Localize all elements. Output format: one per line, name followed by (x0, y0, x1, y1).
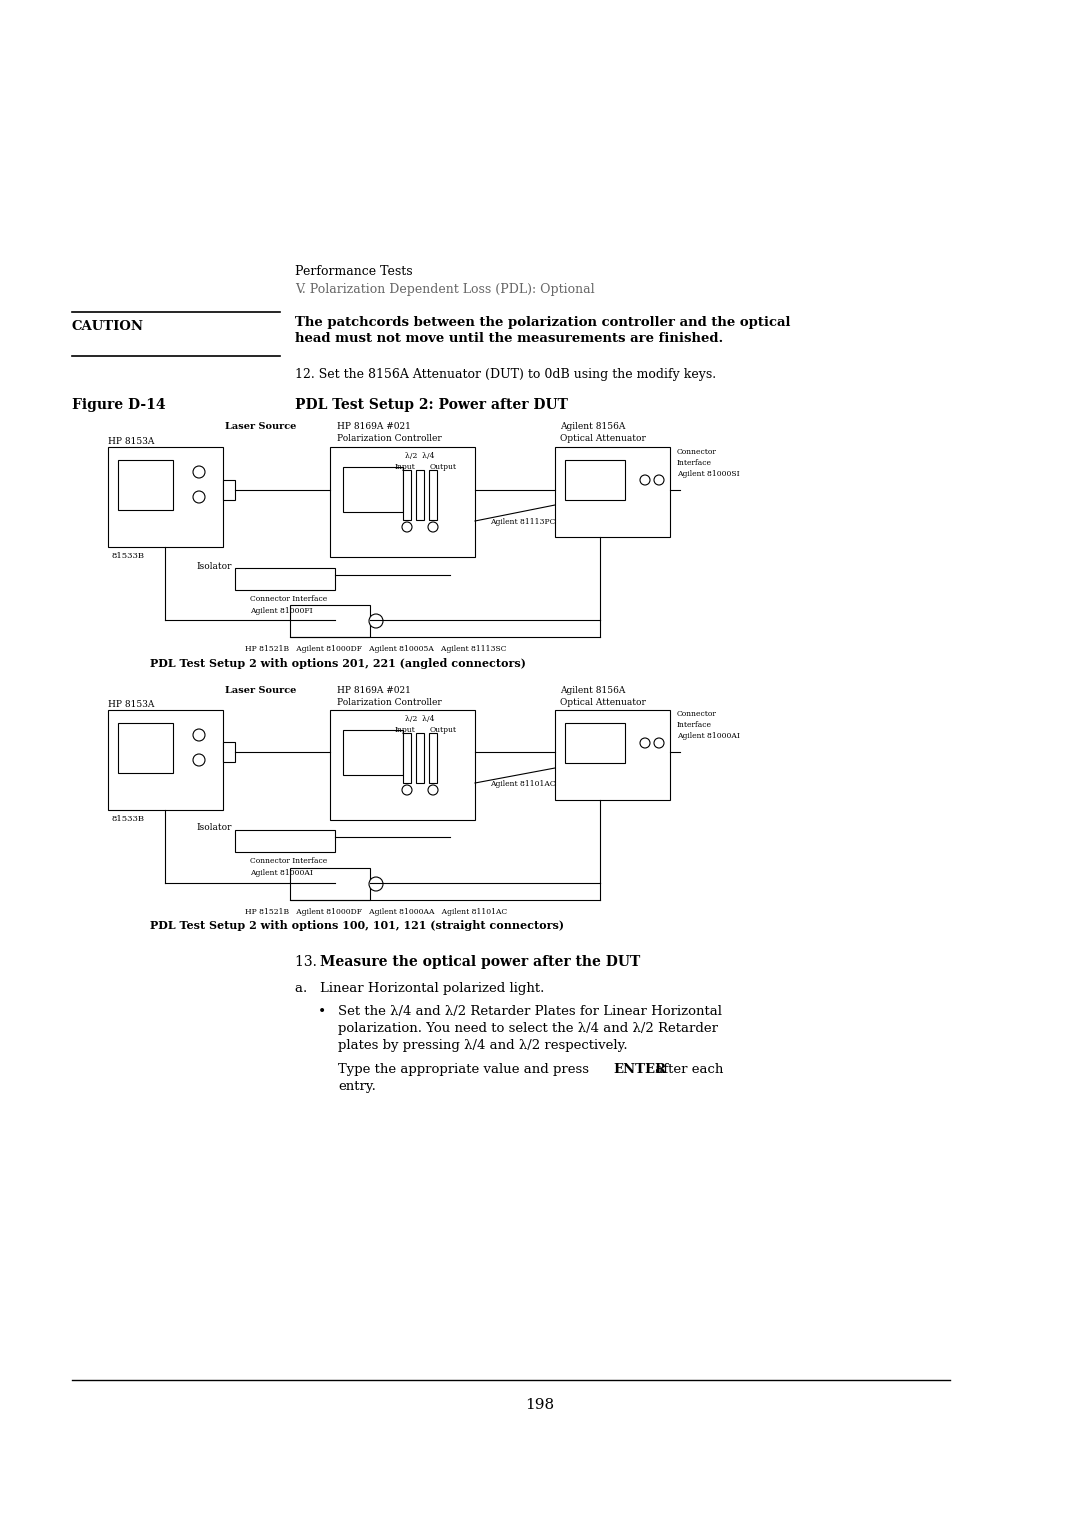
Bar (565, 460, 625, 500)
Text: Agilent 81000FI: Agilent 81000FI (249, 607, 312, 614)
Bar (403, 733, 411, 782)
Text: 12. Set the 8156A Attenuator (DUT) to 0dB using the modify keys.: 12. Set the 8156A Attenuator (DUT) to 0d… (295, 368, 716, 380)
Text: Agilent 8156A: Agilent 8156A (561, 686, 625, 695)
Circle shape (640, 738, 650, 749)
Bar (118, 460, 173, 510)
Bar (429, 733, 437, 782)
Circle shape (402, 523, 411, 532)
Text: Isolator: Isolator (195, 562, 231, 571)
Text: The patchcords between the polarization controller and the optical: The patchcords between the polarization … (295, 316, 791, 329)
Text: Laser Source: Laser Source (225, 422, 296, 431)
Text: PDL Test Setup 2: Power after DUT: PDL Test Setup 2: Power after DUT (295, 397, 568, 413)
Bar (291, 868, 370, 900)
Bar (235, 830, 335, 853)
Circle shape (654, 738, 664, 749)
Text: 81533B: 81533B (112, 552, 145, 559)
Text: Connector: Connector (677, 711, 717, 718)
Bar (291, 605, 370, 637)
Circle shape (654, 475, 664, 484)
Text: HP 8153A: HP 8153A (108, 437, 154, 446)
Text: λ/2  λ/4: λ/2 λ/4 (405, 715, 434, 723)
Text: Polarization Controller: Polarization Controller (337, 434, 442, 443)
Bar (555, 448, 670, 536)
Text: Connector Interface: Connector Interface (249, 857, 327, 865)
Text: Set the λ/4 and λ/2 Retarder Plates for Linear Horizontal: Set the λ/4 and λ/2 Retarder Plates for … (338, 1005, 723, 1018)
Text: Agilent 81113PC: Agilent 81113PC (490, 518, 555, 526)
Text: HP 8169A #021: HP 8169A #021 (337, 686, 410, 695)
Bar (416, 471, 424, 520)
Text: Optical Attenuator: Optical Attenuator (561, 698, 646, 707)
Circle shape (402, 785, 411, 795)
Text: •: • (318, 1005, 326, 1019)
Text: after each: after each (651, 1063, 724, 1076)
Bar (565, 723, 625, 762)
Text: Interface: Interface (677, 458, 712, 468)
Bar (222, 743, 235, 762)
Text: Output: Output (430, 463, 457, 471)
Bar (118, 723, 173, 773)
Text: PDL Test Setup 2 with options 100, 101, 121 (straight connectors): PDL Test Setup 2 with options 100, 101, … (150, 920, 564, 931)
Text: λ/2  λ/4: λ/2 λ/4 (405, 452, 434, 460)
Text: Laser Source: Laser Source (225, 686, 296, 695)
Text: 81533B: 81533B (112, 814, 145, 824)
Bar (235, 568, 335, 590)
Text: Input: Input (395, 726, 416, 733)
Bar (330, 448, 475, 558)
Bar (343, 468, 403, 512)
Bar (108, 711, 222, 810)
Bar (416, 733, 424, 782)
Text: head must not move until the measurements are finished.: head must not move until the measurement… (295, 332, 724, 345)
Text: Optical Attenuator: Optical Attenuator (561, 434, 646, 443)
Bar (222, 480, 235, 500)
Text: Polarization Controller: Polarization Controller (337, 698, 442, 707)
Circle shape (193, 466, 205, 478)
Text: Output: Output (430, 726, 457, 733)
Bar (429, 471, 437, 520)
Bar (555, 711, 670, 801)
Circle shape (640, 475, 650, 484)
Circle shape (428, 785, 438, 795)
Bar (403, 471, 411, 520)
Text: a.   Linear Horizontal polarized light.: a. Linear Horizontal polarized light. (295, 983, 544, 995)
Circle shape (369, 877, 383, 891)
Text: Agilent 8156A: Agilent 8156A (561, 422, 625, 431)
Text: Type the appropriate value and press: Type the appropriate value and press (338, 1063, 593, 1076)
Text: Interface: Interface (677, 721, 712, 729)
Text: Agilent 81101AC: Agilent 81101AC (490, 779, 555, 788)
Text: plates by pressing λ/4 and λ/2 respectively.: plates by pressing λ/4 and λ/2 respectiv… (338, 1039, 627, 1051)
Text: entry.: entry. (338, 1080, 376, 1093)
Text: V. Polarization Dependent Loss (PDL): Optional: V. Polarization Dependent Loss (PDL): Op… (295, 283, 595, 296)
Bar (108, 448, 222, 547)
Text: HP 8169A #021: HP 8169A #021 (337, 422, 410, 431)
Text: Input: Input (395, 463, 416, 471)
Text: Isolator: Isolator (195, 824, 231, 833)
Text: HP 81521B   Agilent 81000DF   Agilent 81000AA   Agilent 81101AC: HP 81521B Agilent 81000DF Agilent 81000A… (245, 908, 508, 915)
Text: HP 81521B   Agilent 81000DF   Agilent 810005A   Agilent 81113SC: HP 81521B Agilent 81000DF Agilent 810005… (245, 645, 507, 652)
Text: polarization. You need to select the λ/4 and λ/2 Retarder: polarization. You need to select the λ/4… (338, 1022, 718, 1034)
Bar (330, 711, 475, 821)
Text: Agilent 81000SI: Agilent 81000SI (677, 471, 740, 478)
Text: 13.: 13. (295, 955, 321, 969)
Text: 198: 198 (526, 1398, 554, 1412)
Text: Agilent 81000AI: Agilent 81000AI (249, 869, 313, 877)
Circle shape (428, 523, 438, 532)
Text: Agilent 81000AI: Agilent 81000AI (677, 732, 740, 740)
Circle shape (193, 490, 205, 503)
Circle shape (193, 729, 205, 741)
Text: ENTER: ENTER (613, 1063, 666, 1076)
Text: HP 8153A: HP 8153A (108, 700, 154, 709)
Text: Performance Tests: Performance Tests (295, 264, 413, 278)
Text: PDL Test Setup 2 with options 201, 221 (angled connectors): PDL Test Setup 2 with options 201, 221 (… (150, 659, 526, 669)
Circle shape (369, 614, 383, 628)
Text: Figure D-14: Figure D-14 (72, 397, 165, 413)
Bar (343, 730, 403, 775)
Circle shape (193, 753, 205, 766)
Text: Connector: Connector (677, 448, 717, 455)
Text: CAUTION: CAUTION (72, 319, 144, 333)
Text: Measure the optical power after the DUT: Measure the optical power after the DUT (320, 955, 640, 969)
Text: Connector Interface: Connector Interface (249, 594, 327, 604)
